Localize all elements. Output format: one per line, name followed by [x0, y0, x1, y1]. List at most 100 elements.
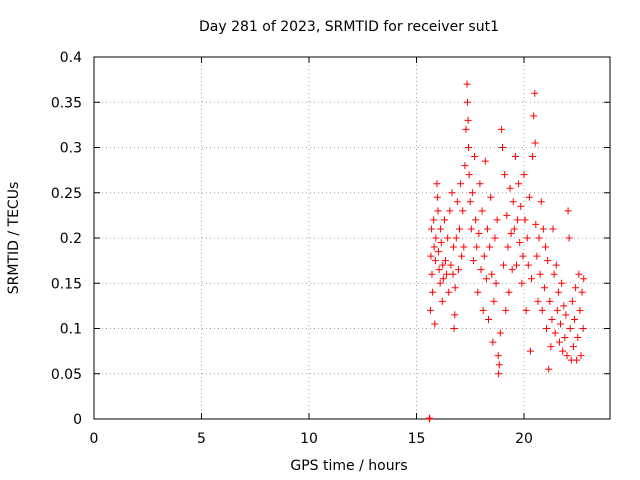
data-point [491, 234, 499, 242]
data-point [448, 189, 456, 197]
data-point [561, 334, 569, 342]
data-point [431, 320, 439, 328]
data-point [533, 252, 541, 260]
data-point [557, 320, 565, 328]
data-point [535, 234, 543, 242]
data-point [451, 284, 459, 292]
data-point [553, 306, 561, 314]
data-point [532, 220, 540, 228]
data-point [534, 297, 542, 305]
data-point [462, 125, 470, 133]
data-point [546, 297, 554, 305]
data-point [550, 270, 558, 278]
data-point [576, 306, 584, 314]
data-point [577, 352, 585, 360]
data-point [504, 243, 512, 251]
data-point [552, 261, 560, 269]
data-point [572, 284, 580, 292]
data-point [506, 184, 514, 192]
x-tick-label: 15 [408, 431, 426, 447]
data-point [477, 266, 485, 274]
data-point [522, 306, 530, 314]
data-point [487, 193, 495, 201]
data-point [476, 180, 484, 188]
data-point [469, 257, 477, 265]
data-point [427, 252, 435, 260]
data-point [475, 229, 483, 237]
data-point [490, 297, 498, 305]
data-point [465, 171, 473, 179]
y-tick-label: 0.15 [51, 276, 82, 292]
data-point [554, 288, 562, 296]
data-point [578, 288, 586, 296]
data-point [481, 157, 489, 165]
data-point [500, 261, 508, 269]
y-tick-label: 0.25 [51, 186, 82, 202]
data-point [471, 153, 479, 161]
data-point [528, 275, 536, 283]
data-point [531, 139, 539, 147]
data-point [505, 288, 513, 296]
data-point [482, 275, 490, 283]
data-point [485, 315, 493, 323]
data-point [573, 356, 581, 364]
data-point [437, 239, 445, 247]
data-point [493, 216, 501, 224]
data-point [559, 347, 567, 355]
data-point [566, 325, 574, 332]
data-point [426, 306, 434, 314]
plot-area-frame [93, 56, 611, 420]
data-point [442, 257, 450, 265]
data-point [472, 216, 480, 224]
data-point [494, 352, 502, 360]
data-point [501, 171, 509, 179]
data-point [451, 311, 459, 319]
data-point [526, 347, 534, 355]
data-point [428, 225, 436, 233]
data-point [444, 234, 452, 242]
data-point [449, 270, 457, 278]
data-point [439, 275, 447, 283]
data-point [525, 193, 533, 201]
data-point [495, 361, 503, 369]
data-point [450, 325, 458, 332]
y-tick-label: 0.3 [60, 141, 82, 157]
data-point [473, 243, 481, 251]
data-point [545, 365, 553, 373]
data-point [510, 225, 518, 233]
data-point [536, 270, 544, 278]
data-point [571, 315, 579, 323]
data-point [429, 288, 437, 296]
data-point [428, 270, 436, 278]
data-point [461, 162, 469, 170]
data-point [495, 370, 503, 378]
data-point [440, 216, 448, 224]
data-point [531, 89, 539, 97]
data-point [503, 211, 511, 219]
data-point [530, 112, 538, 120]
y-tick-label: 0.05 [51, 367, 82, 383]
data-point [432, 234, 440, 242]
data-point [474, 288, 482, 296]
data-point [511, 153, 519, 161]
x-tick-label: 5 [197, 431, 206, 447]
data-point [454, 266, 462, 274]
data-point [457, 180, 465, 188]
data-point [549, 225, 557, 233]
data-point [458, 252, 466, 260]
data-point [580, 275, 588, 283]
data-point [515, 180, 523, 188]
y-tick-label: 0.4 [60, 50, 82, 66]
data-point [538, 306, 546, 314]
data-point [529, 153, 537, 161]
x-tick-label: 20 [515, 431, 533, 447]
data-point [460, 243, 468, 251]
data-point [446, 207, 454, 215]
data-point [431, 257, 439, 265]
data-point [480, 252, 488, 260]
y-axis-label: SRMTID / TECUs [6, 182, 22, 295]
y-tick-label: 0 [73, 412, 82, 428]
data-point [548, 315, 556, 323]
data-point [468, 189, 476, 197]
